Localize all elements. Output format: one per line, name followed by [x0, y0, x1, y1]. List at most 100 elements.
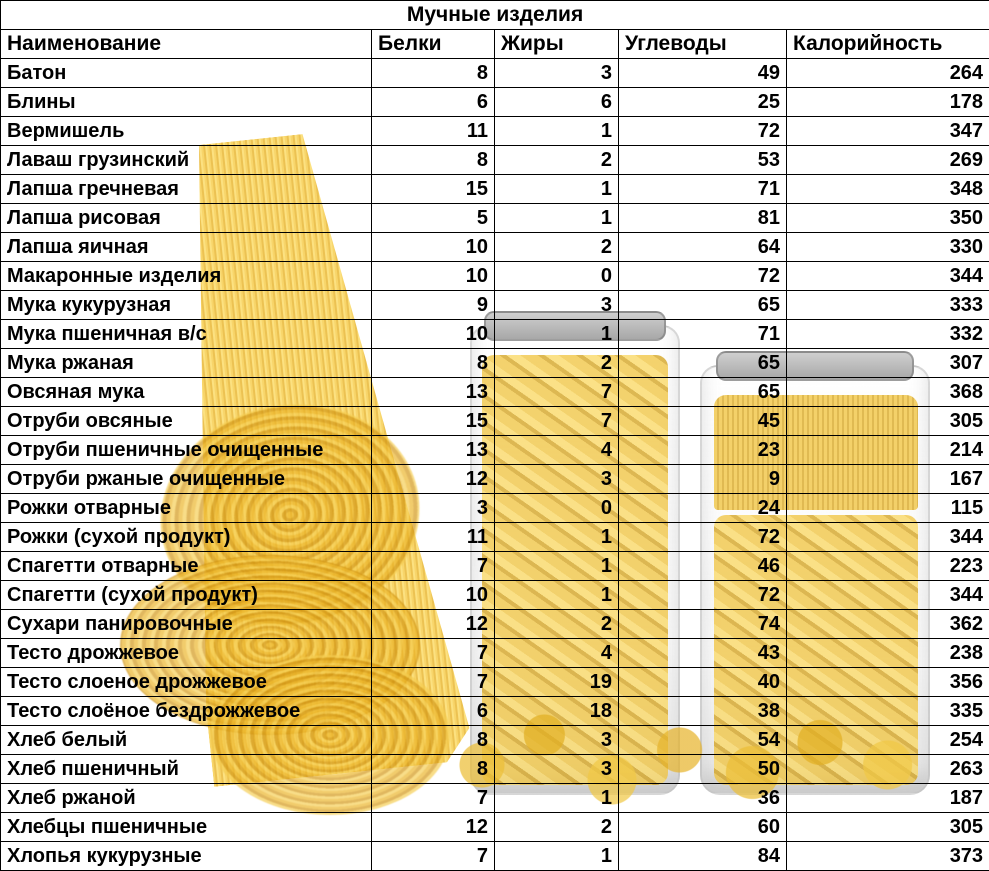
- cell-value: 24: [619, 494, 787, 523]
- cell-value: 65: [619, 349, 787, 378]
- table-row: Лапша гречневая15171348: [1, 175, 989, 204]
- col-header-protein: Белки: [372, 30, 495, 59]
- cell-value: 187: [787, 784, 989, 813]
- table-row: Макаронные изделия10072344: [1, 262, 989, 291]
- table-row: Хлеб ржаной7136187: [1, 784, 989, 813]
- table-row: Рожки отварные3024115: [1, 494, 989, 523]
- cell-value: 344: [787, 581, 989, 610]
- cell-value: 6: [372, 697, 495, 726]
- cell-value: 115: [787, 494, 989, 523]
- cell-value: 3: [495, 726, 619, 755]
- table-row: Мука ржаная8265307: [1, 349, 989, 378]
- cell-value: 72: [619, 581, 787, 610]
- col-header-name: Наименование: [1, 30, 372, 59]
- cell-value: 3: [495, 59, 619, 88]
- table-row: Спагетти (сухой продукт)10172344: [1, 581, 989, 610]
- cell-name: Мука пшеничная в/с: [1, 320, 372, 349]
- cell-value: 12: [372, 813, 495, 842]
- table-row: Хлеб белый8354254: [1, 726, 989, 755]
- cell-value: 45: [619, 407, 787, 436]
- cell-value: 2: [495, 349, 619, 378]
- cell-value: 65: [619, 378, 787, 407]
- table-row: Отруби пшеничные очищенные13423214: [1, 436, 989, 465]
- cell-name: Тесто дрожжевое: [1, 639, 372, 668]
- nutrition-table: Мучные изделия Наименование Белки Жиры У…: [0, 0, 989, 871]
- table-title: Мучные изделия: [1, 1, 989, 30]
- cell-value: 0: [495, 262, 619, 291]
- cell-value: 10: [372, 320, 495, 349]
- table-row: Спагетти отварные7146223: [1, 552, 989, 581]
- cell-name: Тесто слоёное бездрожжевое: [1, 697, 372, 726]
- cell-value: 305: [787, 813, 989, 842]
- cell-value: 72: [619, 262, 787, 291]
- cell-name: Отруби овсяные: [1, 407, 372, 436]
- cell-value: 40: [619, 668, 787, 697]
- cell-value: 1: [495, 175, 619, 204]
- cell-value: 238: [787, 639, 989, 668]
- cell-value: 19: [495, 668, 619, 697]
- nutrition-table-container: Мучные изделия Наименование Белки Жиры У…: [0, 0, 989, 871]
- cell-value: 362: [787, 610, 989, 639]
- cell-value: 3: [372, 494, 495, 523]
- col-header-fat: Жиры: [495, 30, 619, 59]
- cell-value: 348: [787, 175, 989, 204]
- cell-value: 72: [619, 523, 787, 552]
- cell-name: Хлеб ржаной: [1, 784, 372, 813]
- cell-value: 9: [619, 465, 787, 494]
- table-body: Батон8349264Блины6625178Вермишель1117234…: [1, 59, 989, 871]
- cell-value: 8: [372, 59, 495, 88]
- cell-value: 6: [495, 88, 619, 117]
- cell-name: Хлопья кукурузные: [1, 842, 372, 871]
- col-header-carbs: Углеводы: [619, 30, 787, 59]
- cell-value: 3: [495, 291, 619, 320]
- table-row: Овсяная мука13765368: [1, 378, 989, 407]
- cell-value: 36: [619, 784, 787, 813]
- table-row: Отруби овсяные15745305: [1, 407, 989, 436]
- cell-value: 178: [787, 88, 989, 117]
- cell-value: 7: [495, 378, 619, 407]
- cell-value: 13: [372, 378, 495, 407]
- cell-name: Лаваш грузинский: [1, 146, 372, 175]
- cell-name: Хлебцы пшеничные: [1, 813, 372, 842]
- cell-name: Рожки (сухой продукт): [1, 523, 372, 552]
- cell-value: 23: [619, 436, 787, 465]
- cell-value: 49: [619, 59, 787, 88]
- cell-name: Батон: [1, 59, 372, 88]
- cell-name: Спагетти отварные: [1, 552, 372, 581]
- cell-value: 330: [787, 233, 989, 262]
- cell-value: 356: [787, 668, 989, 697]
- cell-value: 7: [495, 407, 619, 436]
- cell-value: 350: [787, 204, 989, 233]
- cell-value: 344: [787, 523, 989, 552]
- cell-value: 1: [495, 523, 619, 552]
- cell-name: Мука ржаная: [1, 349, 372, 378]
- cell-value: 74: [619, 610, 787, 639]
- cell-value: 11: [372, 523, 495, 552]
- cell-value: 3: [495, 465, 619, 494]
- table-row: Батон8349264: [1, 59, 989, 88]
- table-row: Лапша рисовая5181350: [1, 204, 989, 233]
- cell-name: Отруби ржаные очищенные: [1, 465, 372, 494]
- cell-value: 0: [495, 494, 619, 523]
- cell-value: 373: [787, 842, 989, 871]
- cell-name: Тесто слоеное дрожжевое: [1, 668, 372, 697]
- cell-name: Лапша рисовая: [1, 204, 372, 233]
- cell-name: Блины: [1, 88, 372, 117]
- cell-value: 1: [495, 842, 619, 871]
- table-row: Тесто дрожжевое7443238: [1, 639, 989, 668]
- cell-value: 254: [787, 726, 989, 755]
- col-header-calories: Калорийность: [787, 30, 989, 59]
- cell-name: Спагетти (сухой продукт): [1, 581, 372, 610]
- cell-name: Лапша яичная: [1, 233, 372, 262]
- cell-value: 344: [787, 262, 989, 291]
- cell-value: 7: [372, 668, 495, 697]
- cell-value: 305: [787, 407, 989, 436]
- cell-value: 10: [372, 262, 495, 291]
- cell-value: 167: [787, 465, 989, 494]
- cell-value: 65: [619, 291, 787, 320]
- cell-value: 307: [787, 349, 989, 378]
- cell-value: 368: [787, 378, 989, 407]
- cell-value: 84: [619, 842, 787, 871]
- table-row: Лапша яичная10264330: [1, 233, 989, 262]
- cell-value: 8: [372, 726, 495, 755]
